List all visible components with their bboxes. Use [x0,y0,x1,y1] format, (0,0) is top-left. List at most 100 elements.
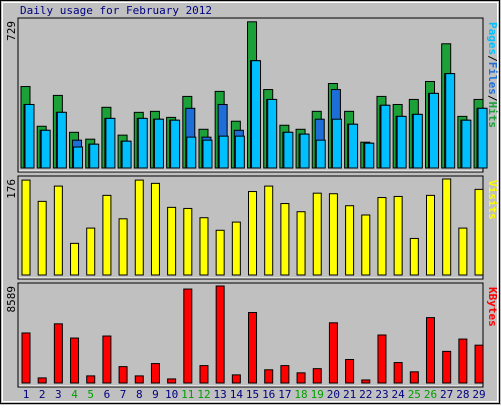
bar [21,332,31,384]
bar [199,365,209,384]
bar [53,185,63,276]
bar [331,118,342,169]
bar [86,227,96,276]
x-tick-label: 9 [152,388,159,401]
bar [458,338,468,384]
bar [24,103,35,169]
bar [134,179,144,276]
x-tick-label: 4 [71,388,78,401]
bar [477,107,488,169]
bar [364,142,375,169]
bar [134,375,144,384]
bar [396,115,407,169]
axis-label: Pages/Files/Hits [486,22,499,128]
x-tick-label: 26 [424,388,437,401]
bar [105,117,116,169]
bar [167,378,177,384]
bar [393,195,403,276]
bar [248,312,258,384]
bar [89,143,100,169]
x-tick-label: 10 [165,388,178,401]
legend-entry: KBytes [486,287,499,327]
x-tick-label: 5 [87,388,94,401]
bar [474,344,484,384]
bar [280,365,290,384]
bar [186,136,197,169]
bar [70,337,80,384]
bar [170,119,181,169]
bar [202,139,213,169]
bar [315,139,326,169]
bar [53,323,63,384]
bar [73,146,84,169]
bar [377,197,387,276]
bar [86,375,96,384]
x-tick-label: 7 [120,388,127,401]
x-tick-label: 13 [214,388,227,401]
x-tick-label: 11 [181,388,194,401]
inner-border [2,2,498,402]
bar [312,368,322,384]
bar [231,221,241,276]
bar [361,379,371,384]
bar [251,60,262,169]
bar [429,92,439,169]
bar [150,182,160,276]
bar [328,322,338,384]
legend-entry: Hits [486,102,499,129]
bar [102,335,112,384]
x-tick-label: 6 [104,388,111,401]
bar [280,203,290,276]
x-tick-label: 15 [246,388,259,401]
bar [118,218,128,276]
bar [215,285,225,384]
bar [267,98,278,169]
legend-entry: Pages [486,22,499,55]
bar [409,237,419,276]
bar [37,377,47,384]
axis-label: Visits [486,180,499,220]
bar [445,73,456,169]
bar [283,131,294,169]
x-tick-label: 14 [230,388,244,401]
bar [296,211,306,276]
bar [153,118,164,169]
bar [474,188,484,276]
bar [426,317,435,384]
bar [183,207,193,276]
bar [40,129,51,169]
x-tick-label: 27 [440,388,453,401]
bar [345,359,355,384]
legend-entry: Files [486,62,499,95]
x-tick-label: 29 [472,388,485,401]
bar [461,119,472,169]
bar [345,205,355,276]
bar [137,117,148,169]
bar [348,123,359,169]
bar [248,191,258,276]
bar [183,288,193,384]
x-tick-label: 28 [456,388,469,401]
bar [56,111,67,169]
bar [118,366,128,384]
bar [121,140,132,169]
x-tick-label: 17 [278,388,291,401]
bar [412,113,423,169]
axis-label: KBytes [486,287,499,327]
x-tick-label: 18 [294,388,307,401]
bar [426,194,435,276]
bar [458,227,468,276]
y-tick-label: 729 [5,21,18,41]
x-tick-label: 22 [359,388,372,401]
bar [312,192,322,276]
x-tick-label: 3 [55,388,62,401]
bar [299,133,310,169]
x-tick-label: 1 [23,388,30,401]
bar [37,200,47,276]
legend-entry: Visits [486,180,499,220]
x-tick-label: 2 [39,388,46,401]
x-tick-label: 19 [311,388,324,401]
bar [296,372,306,384]
x-tick-label: 8 [136,388,143,401]
